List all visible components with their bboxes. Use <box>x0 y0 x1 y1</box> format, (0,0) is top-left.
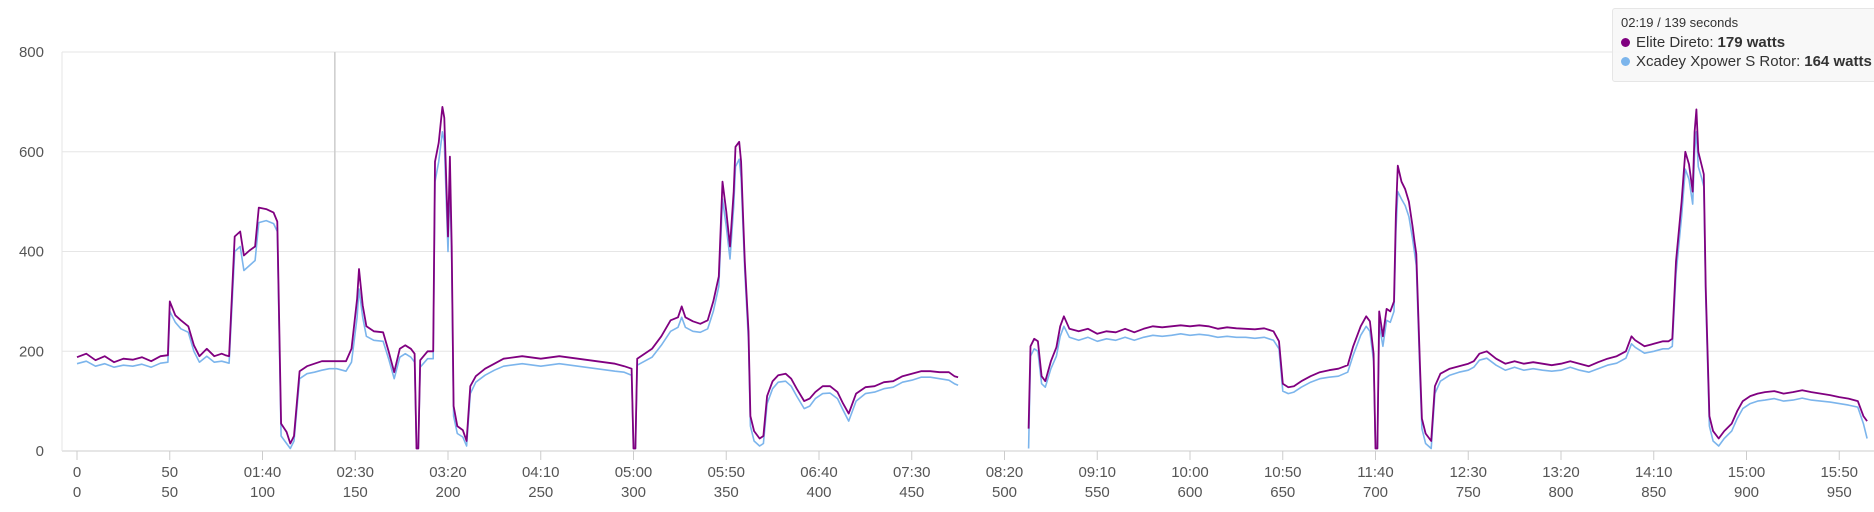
hover-tooltip: 02:19 / 139 seconds Elite Direto: 179 wa… <box>1612 8 1874 82</box>
x-tick-label-time: 05:50 <box>707 464 745 481</box>
x-tick-label-seconds: 950 <box>1827 484 1852 501</box>
tooltip-series-label: Elite Direto: <box>1636 34 1714 51</box>
x-tick-label-time: 10:50 <box>1264 464 1302 481</box>
x-tick-label-seconds: 400 <box>806 484 831 501</box>
x-tick-label-seconds: 300 <box>621 484 646 501</box>
x-tick-label-seconds: 650 <box>1270 484 1295 501</box>
tooltip-series-label: Xcadey Xpower S Rotor: <box>1636 53 1801 70</box>
y-tick-label: 800 <box>19 44 44 61</box>
x-tick-label-time: 07:30 <box>893 464 931 481</box>
y-axis: 0 200 400 600 800 <box>19 44 44 460</box>
x-tick-label-time: 14:10 <box>1635 464 1673 481</box>
y-tick-label: 600 <box>19 144 44 161</box>
x-tick-label-time: 06:40 <box>800 464 838 481</box>
x-tick-label-time: 0 <box>73 464 81 481</box>
x-tick-label-time: 15:50 <box>1820 464 1858 481</box>
tooltip-header: 02:19 / 139 seconds <box>1621 15 1739 30</box>
x-tick-label-seconds: 750 <box>1456 484 1481 501</box>
elite-direto-dot-icon <box>1621 38 1630 47</box>
x-tick-label-seconds: 700 <box>1363 484 1388 501</box>
x-tick-label-time: 10:00 <box>1171 464 1209 481</box>
x-tick-label-time: 12:30 <box>1449 464 1487 481</box>
series-line-xcadey-xpower[interactable] <box>76 131 1868 450</box>
x-tick-label-seconds: 50 <box>161 484 178 501</box>
x-tick-label-time: 11:40 <box>1357 464 1393 481</box>
x-tick-label-seconds: 500 <box>992 484 1017 501</box>
tooltip-row-xcadey-xpower: Xcadey Xpower S Rotor: 164 watts <box>1621 52 1874 71</box>
y-tick-label: 200 <box>19 343 44 360</box>
tooltip-series-value: 179 watts <box>1717 34 1786 51</box>
x-tick-label-seconds: 200 <box>435 484 460 501</box>
x-tick-label-seconds: 850 <box>1641 484 1666 501</box>
series-line-elite-direto[interactable] <box>76 106 1868 450</box>
x-tick-label-seconds: 900 <box>1734 484 1759 501</box>
x-tick-label-time: 13:20 <box>1542 464 1580 481</box>
y-tick-label: 0 <box>36 443 44 460</box>
x-tick-label-seconds: 250 <box>528 484 553 501</box>
x-tick-label-time: 01:40 <box>244 464 282 481</box>
y-tick-label: 400 <box>19 244 44 261</box>
series-layer[interactable] <box>76 106 1868 450</box>
x-tick-label-time: 05:00 <box>615 464 653 481</box>
x-tick-label-seconds: 0 <box>73 484 81 501</box>
x-tick-label-seconds: 800 <box>1548 484 1573 501</box>
x-tick-label-time: 09:10 <box>1078 464 1116 481</box>
x-tick-label-seconds: 550 <box>1085 484 1110 501</box>
x-tick-label-seconds: 350 <box>714 484 739 501</box>
x-tick-label-time: 50 <box>161 464 178 481</box>
x-tick-label-seconds: 450 <box>899 484 924 501</box>
x-tick-label-seconds: 600 <box>1177 484 1202 501</box>
x-tick-label-time: 08:20 <box>986 464 1024 481</box>
x-tick-label-time: 04:10 <box>522 464 560 481</box>
tooltip-row-elite-direto: Elite Direto: 179 watts <box>1621 33 1874 52</box>
x-tick-label-time: 02:30 <box>336 464 374 481</box>
x-axis: 0 0 50 50 01:40 100 02:30 150 03:20 200 04:10 250 05… <box>73 451 1858 501</box>
x-tick-label-seconds: 100 <box>250 484 275 501</box>
x-tick-label-time: 03:20 <box>429 464 467 481</box>
x-tick-label-time: 15:00 <box>1728 464 1766 481</box>
grid-layer <box>61 51 1874 452</box>
x-tick-label-seconds: 150 <box>343 484 368 501</box>
xcadey-xpower-dot-icon <box>1621 57 1630 66</box>
tooltip-series-value: 164 watts <box>1804 53 1872 70</box>
